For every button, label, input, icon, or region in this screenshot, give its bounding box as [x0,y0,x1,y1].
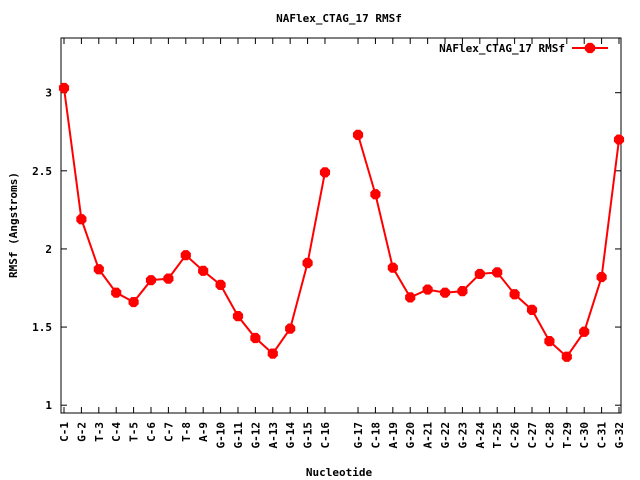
data-point [405,292,416,303]
x-tick-label: C-4 [110,422,123,442]
data-point [596,271,607,283]
x-tick-label: A-21 [422,422,435,449]
data-point [93,264,104,275]
x-tick-label: C-26 [509,422,522,449]
data-point [370,189,381,200]
x-tick-label: C-16 [319,422,332,449]
x-tick-label: G-17 [352,422,365,449]
data-point [58,82,70,94]
legend: NAFlex_CTAG_17 RMSf [439,42,608,55]
x-tick-label: G-12 [249,422,262,449]
y-tick-label: 1 [45,399,52,412]
series-line [357,134,620,359]
data-point [492,267,503,278]
x-tick-label: C-27 [526,422,539,449]
x-tick-label: C-18 [369,422,382,449]
data-point [145,275,157,286]
x-tick-label: T-5 [128,422,141,442]
y-tick-label: 1.5 [32,321,52,334]
x-tick-label: A-13 [267,422,280,449]
x-tick-label: C-6 [145,422,158,442]
data-point [285,323,296,334]
x-tick-label: G-10 [215,422,228,449]
data-point [422,284,433,295]
legend-label: NAFlex_CTAG_17 RMSf [439,42,565,55]
x-tick-label: A-9 [197,422,210,442]
x-tick-label: C-7 [162,422,175,442]
x-tick-label: G-2 [75,422,88,442]
series-line [63,87,326,356]
x-tick-label: T-8 [180,422,193,442]
x-tick-label: G-22 [439,422,452,449]
y-tick-label: 2.5 [32,165,52,178]
data-point [387,262,398,273]
data-point [76,214,87,225]
x-tick-label: C-1 [58,422,71,442]
data-point [250,332,261,344]
data-point [111,287,122,298]
series-layer [58,82,625,362]
data-point [198,265,209,276]
data-point [352,129,364,140]
data-point [613,134,625,145]
data-point [163,273,174,284]
x-tick-label: C-28 [543,422,556,449]
x-axis-label: Nucleotide [306,466,373,479]
data-point [509,289,520,300]
x-tick-label: G-32 [613,422,626,449]
data-point [180,250,191,261]
x-tick-label: A-19 [387,422,400,449]
data-point [302,257,313,269]
data-point [439,287,451,298]
x-tick-label: C-30 [578,422,591,449]
y-tick-label: 3 [45,87,52,100]
x-tick-label: G-15 [302,422,315,449]
data-point [215,279,226,290]
x-tick-label: G-23 [456,422,469,449]
data-point [128,296,139,308]
x-tick-label: T-29 [561,422,574,449]
data-point [457,286,468,297]
x-tick-label: T-3 [93,422,106,442]
y-axis-ticks: 1 1.5 2 2.5 3 [32,87,621,412]
chart-title: NAFlex_CTAG_17 RMSf [276,12,402,25]
x-tick-label: T-25 [491,422,504,449]
plot-frame [60,37,622,414]
x-axis-ticks: C-1 G-2 T-3 C-4 T-5 C-6 C-7 T-8 A-9 G-10 G-11 G-12 A… [58,38,626,449]
data-point [526,304,538,315]
data-point [579,326,590,337]
data-point [319,167,331,178]
x-tick-label: A-24 [474,422,487,449]
data-point [267,348,278,359]
y-axis-label: RMSf (Angstroms) [7,172,20,278]
y-tick-label: 2 [45,243,52,256]
data-point [232,311,244,322]
x-tick-label: C-31 [596,422,609,449]
data-point [544,336,555,347]
data-point [561,351,572,362]
x-tick-label: G-11 [232,422,245,449]
legend-marker [584,42,596,54]
x-tick-label: G-14 [284,422,297,449]
x-tick-label: G-20 [404,422,417,449]
data-point [474,268,485,280]
